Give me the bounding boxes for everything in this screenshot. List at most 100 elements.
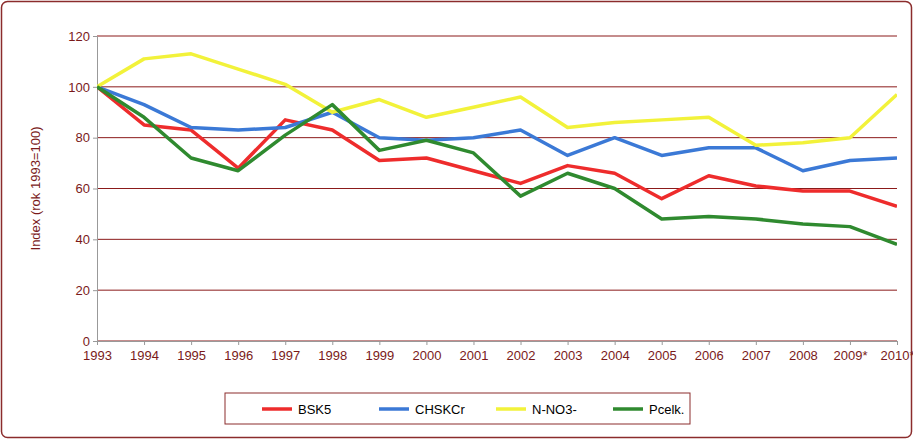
y-axis-line <box>93 37 98 342</box>
legend-box <box>225 393 690 424</box>
x-tick-mark <box>144 341 145 345</box>
frame <box>2 2 912 438</box>
x-tick-mark <box>521 341 522 345</box>
y-tick: 80 <box>76 130 97 145</box>
x-tick-label: 2005 <box>648 348 677 363</box>
y-tick-label: 60 <box>76 181 90 196</box>
x-tick-label: 2000 <box>412 348 441 363</box>
x-tick: 1993 <box>83 341 112 363</box>
x-tick-label: 2006 <box>695 348 724 363</box>
legend-label: BSK5 <box>298 402 331 417</box>
y-tick: 0 <box>83 334 97 349</box>
x-tick-mark <box>803 341 804 345</box>
y-tick-mark <box>93 138 97 139</box>
series-line <box>97 87 897 206</box>
series-line <box>97 87 897 245</box>
y-axis-title: Index (rok 1993=100) <box>28 127 43 251</box>
x-tick-mark <box>191 341 192 345</box>
x-tick: 2008 <box>789 341 818 363</box>
y-tick-mark <box>93 189 97 190</box>
x-tick-mark <box>662 341 663 345</box>
grid-line <box>97 86 897 87</box>
x-tick: 1999 <box>365 341 394 363</box>
x-tick-mark <box>285 341 286 345</box>
y-tick: 20 <box>76 283 97 298</box>
legend-label: N-NO3- <box>532 402 577 417</box>
series-line <box>97 87 897 171</box>
x-tick-label: 1998 <box>318 348 347 363</box>
y-axis: 0 20 40 60 80 100 120 <box>68 29 97 349</box>
x-tick-label: 2003 <box>554 348 583 363</box>
y-tick-label: 80 <box>76 130 90 145</box>
legend-swatch <box>262 407 292 411</box>
y-tick-mark <box>93 290 97 291</box>
x-tick-label: 2004 <box>601 348 630 363</box>
x-tick-label: 1996 <box>224 348 253 363</box>
x-axis: 1993 1994 1995 1996 1997 1998 1999 2000 2001 2002… <box>83 341 913 363</box>
x-tick-label: 2002 <box>507 348 536 363</box>
grid <box>97 36 897 341</box>
x-tick-mark <box>332 341 333 345</box>
legend: BSK5 CHSKCr N-NO3- Pcelk. <box>225 393 690 424</box>
series-line <box>97 54 897 146</box>
x-tick: 2009* <box>833 341 867 363</box>
y-tick-mark <box>93 239 97 240</box>
x-tick-mark <box>850 341 851 345</box>
chart: 0204060801001201993199419951996199719981… <box>0 0 913 439</box>
x-tick-mark <box>97 341 98 345</box>
x-tick-label: 1997 <box>271 348 300 363</box>
x-tick-mark <box>897 341 898 345</box>
x-tick: 2004 <box>601 341 630 363</box>
x-tick-mark <box>379 341 380 345</box>
x-tick: 2010* <box>881 341 913 363</box>
grid-line <box>97 239 897 240</box>
y-tick-mark <box>93 36 97 37</box>
legend-label: CHSKCr <box>415 402 466 417</box>
y-tick: 120 <box>68 29 97 44</box>
y-tick-label: 40 <box>76 232 90 247</box>
x-tick: 1994 <box>130 341 159 363</box>
y-tick-mark <box>93 341 97 342</box>
x-tick-mark <box>473 341 474 345</box>
y-tick-label: 120 <box>68 29 90 44</box>
y-tick: 40 <box>76 232 97 247</box>
x-tick: 2006 <box>695 341 724 363</box>
x-tick-mark <box>615 341 616 345</box>
x-tick-mark <box>568 341 569 345</box>
plot-area <box>97 54 897 245</box>
y-tick: 60 <box>76 181 97 196</box>
x-tick-label: 1993 <box>83 348 112 363</box>
x-tick-label: 1999 <box>365 348 394 363</box>
grid-line <box>97 290 897 291</box>
legend-label: Pcelk. <box>649 402 684 417</box>
y-tick-label: 20 <box>76 283 90 298</box>
legend-swatch <box>613 407 643 411</box>
x-tick: 1995 <box>177 341 206 363</box>
x-tick-mark <box>756 341 757 345</box>
y-tick-label: 100 <box>68 79 90 94</box>
x-tick-label: 2008 <box>789 348 818 363</box>
grid-line <box>97 137 897 138</box>
x-tick: 1997 <box>271 341 300 363</box>
grid-line <box>97 36 897 37</box>
legend-swatch <box>379 407 409 411</box>
x-tick-label: 1995 <box>177 348 206 363</box>
x-tick: 2005 <box>648 341 677 363</box>
x-tick-mark <box>426 341 427 345</box>
x-tick-label: 2009* <box>833 348 867 363</box>
x-tick: 1996 <box>224 341 253 363</box>
y-tick-mark <box>93 87 97 88</box>
x-tick-label: 2010* <box>881 348 913 363</box>
x-axis-line <box>98 342 898 346</box>
x-tick: 1998 <box>318 341 347 363</box>
x-tick-mark <box>238 341 239 345</box>
x-tick-mark <box>709 341 710 345</box>
x-tick: 2002 <box>507 341 536 363</box>
x-tick: 2000 <box>412 341 441 363</box>
x-tick-label: 1994 <box>130 348 159 363</box>
x-tick: 2001 <box>460 341 489 363</box>
x-tick-label: 2001 <box>460 348 489 363</box>
x-tick: 2007 <box>742 341 771 363</box>
x-tick-label: 2007 <box>742 348 771 363</box>
legend-swatch <box>496 407 526 411</box>
